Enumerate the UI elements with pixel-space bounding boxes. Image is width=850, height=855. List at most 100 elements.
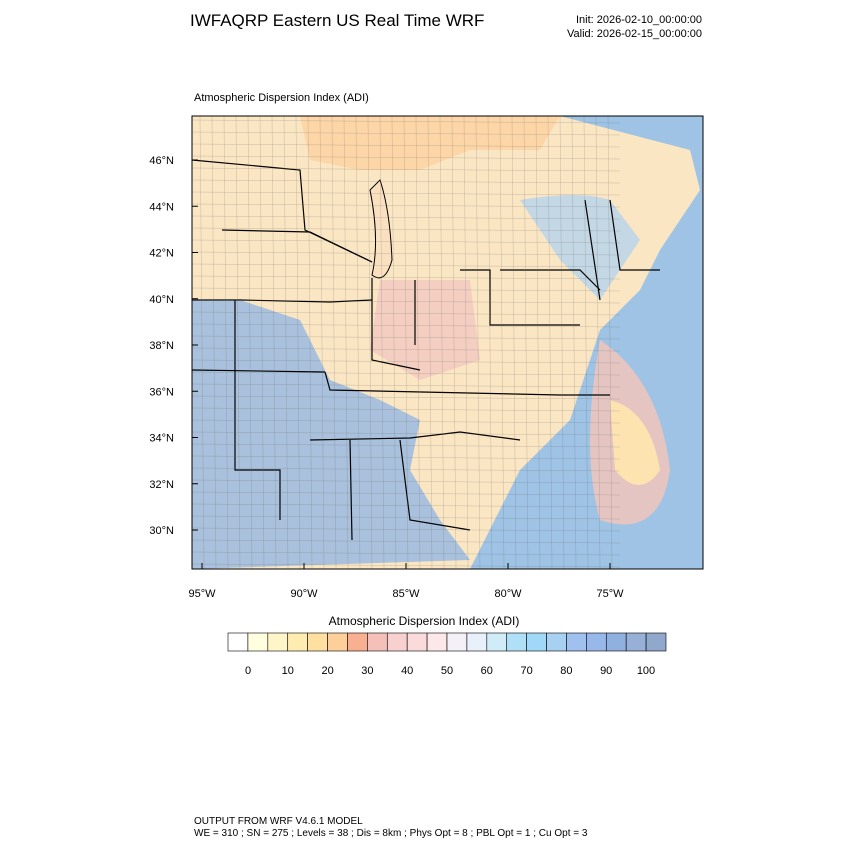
county-line — [192, 239, 621, 244]
county-line — [535, 116, 541, 569]
lat-label: 44°N — [149, 201, 174, 213]
colorbar-label: 10 — [282, 665, 294, 677]
county-line — [499, 116, 505, 569]
county-line — [199, 116, 205, 569]
county-line — [595, 116, 601, 569]
county-line — [192, 503, 621, 508]
county-grid — [192, 116, 621, 569]
colorbar-box — [586, 632, 607, 652]
county-line — [192, 359, 621, 364]
lat-label: 40°N — [149, 294, 174, 306]
county-line — [192, 251, 621, 256]
county-line — [523, 116, 529, 569]
colorbar-box — [227, 632, 249, 652]
county-line — [307, 116, 313, 569]
county-line — [192, 191, 621, 196]
county-line — [319, 116, 325, 569]
colorbar-box — [566, 632, 587, 652]
county-line — [607, 116, 613, 569]
lat-label: 34°N — [149, 433, 174, 445]
county-line — [211, 116, 217, 569]
county-line — [192, 275, 621, 280]
county-line — [259, 116, 265, 569]
colorbar-title: Atmospheric Dispersion Index (ADI) — [329, 614, 520, 628]
colorbar-box — [605, 632, 627, 652]
colorbar-label: 30 — [361, 665, 373, 677]
county-line — [192, 167, 621, 172]
county-line — [192, 515, 621, 520]
colorbar-label: 60 — [481, 665, 493, 677]
county-line — [192, 407, 621, 412]
county-line — [355, 116, 361, 569]
county-line — [451, 116, 457, 569]
colorbar-box — [267, 632, 289, 652]
county-line — [192, 395, 621, 400]
county-line — [192, 527, 621, 532]
colorbar: 0 10 20 30 40 50 60 70 80 90 100 — [227, 632, 667, 677]
colorbar-box — [426, 632, 448, 652]
map-frame — [191, 115, 704, 570]
county-line — [192, 155, 621, 160]
county-line — [192, 371, 621, 376]
colorbar-label: 20 — [321, 665, 333, 677]
county-line — [192, 215, 621, 220]
colorbar-box — [466, 632, 488, 652]
colorbar-box — [386, 632, 408, 652]
colorbar-box — [327, 632, 348, 652]
colorbar-box — [406, 632, 428, 652]
lat-label: 30°N — [149, 525, 174, 537]
county-line — [192, 179, 621, 184]
state-borders — [192, 159, 660, 541]
lake-superior — [300, 116, 560, 170]
colorbar-box — [307, 632, 328, 652]
colorbar-label: 80 — [560, 665, 572, 677]
county-line — [192, 299, 621, 304]
high-adi-region — [192, 300, 470, 569]
county-line — [379, 116, 385, 569]
colorbar-box — [526, 632, 547, 652]
county-line — [192, 431, 621, 436]
colorbar-label: 100 — [637, 665, 655, 677]
county-line — [192, 311, 621, 316]
colorbar-box — [645, 632, 667, 652]
colorbar-label: 90 — [600, 665, 612, 677]
lat-label: 46°N — [149, 155, 174, 167]
county-line — [463, 116, 469, 569]
lat-label: 42°N — [149, 248, 174, 260]
county-line — [192, 443, 621, 448]
county-line — [367, 116, 373, 569]
valid-time: Valid: 2026-02-15_00:00:00 — [567, 28, 702, 40]
lat-label: 32°N — [149, 479, 174, 491]
colorbar-box — [446, 632, 468, 652]
colorbar-box — [347, 632, 368, 652]
footer-line: OUTPUT FROM WRF V4.6.1 MODEL — [194, 816, 363, 827]
county-line — [192, 455, 621, 460]
county-line — [427, 116, 433, 569]
county-line — [343, 116, 349, 569]
county-line — [271, 116, 277, 569]
county-line — [439, 116, 445, 569]
county-line — [192, 203, 621, 208]
county-line — [283, 116, 289, 569]
county-line — [192, 287, 621, 292]
county-line — [223, 116, 229, 569]
colorbar-box — [486, 632, 508, 652]
county-line — [192, 479, 621, 484]
map-label: Atmospheric Dispersion Index (ADI) — [194, 92, 369, 104]
colorbar-box — [625, 632, 647, 652]
county-line — [331, 116, 337, 569]
county-line — [487, 116, 493, 569]
county-line — [192, 539, 621, 544]
colorbar-box — [287, 632, 308, 652]
lon-label: 90°W — [290, 588, 318, 600]
county-line — [571, 116, 577, 569]
county-line — [547, 116, 553, 569]
county-line — [192, 323, 621, 328]
lon-label: 85°W — [392, 588, 420, 600]
county-line — [192, 551, 621, 556]
lon-label: 75°W — [596, 588, 624, 600]
ocean-feature — [610, 400, 660, 485]
colorbar-box — [546, 632, 567, 652]
colorbar-label: 50 — [441, 665, 453, 677]
lat-label: 36°N — [149, 386, 174, 398]
